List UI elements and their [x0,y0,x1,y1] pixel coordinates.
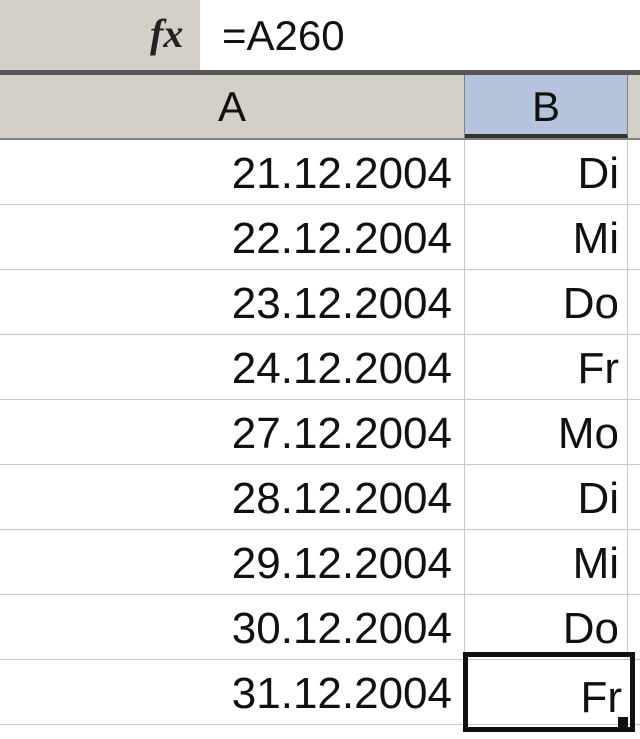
table-row: 24.12.2004 Fr [0,335,640,400]
table-row: 27.12.2004 Mo [0,400,640,465]
cell-a[interactable]: 29.12.2004 [0,530,465,594]
table-row: 30.12.2004 Do [0,595,640,660]
table-row: 22.12.2004 Mi [0,205,640,270]
cell-a[interactable]: 21.12.2004 [0,140,465,204]
cell-a[interactable]: 23.12.2004 [0,270,465,334]
cell-b[interactable]: Mi [465,205,628,269]
cell-a[interactable]: 31.12.2004 [0,660,465,724]
cell-b[interactable]: Di [465,465,628,529]
cell-a[interactable]: 27.12.2004 [0,400,465,464]
divider [0,70,640,75]
selected-cell-b[interactable]: Fr [463,652,635,732]
cell-b[interactable]: Do [465,270,628,334]
grid: 21.12.2004 Di 22.12.2004 Mi 23.12.2004 Do 24.1… [0,140,640,732]
column-header-a[interactable]: A [0,75,465,138]
formula-bar: fx =A260 [0,0,640,70]
table-row: 29.12.2004 Mi [0,530,640,595]
cell-a[interactable]: 24.12.2004 [0,335,465,399]
column-header-b[interactable]: B [465,75,628,138]
column-headers: A B [0,75,640,140]
cell-b[interactable]: Fr [465,335,628,399]
table-row: 23.12.2004 Do [0,270,640,335]
cell-a[interactable]: 22.12.2004 [0,205,465,269]
cell-b[interactable]: Do [465,595,628,659]
function-icon[interactable]: fx [150,11,184,56]
table-row: 31.12.2004 Fr [0,652,640,732]
cell-a[interactable]: 30.12.2004 [0,595,465,659]
cell-a[interactable]: 28.12.2004 [0,465,465,529]
table-row: 28.12.2004 Di [0,465,640,530]
cell-text: Fr [580,673,622,722]
cell-b[interactable]: Di [465,140,628,204]
cell-b[interactable]: Mi [465,530,628,594]
cell-b[interactable]: Mo [465,400,628,464]
table-row: 21.12.2004 Di [0,140,640,205]
formula-input[interactable]: =A260 [200,0,640,70]
fill-handle[interactable] [618,717,628,727]
